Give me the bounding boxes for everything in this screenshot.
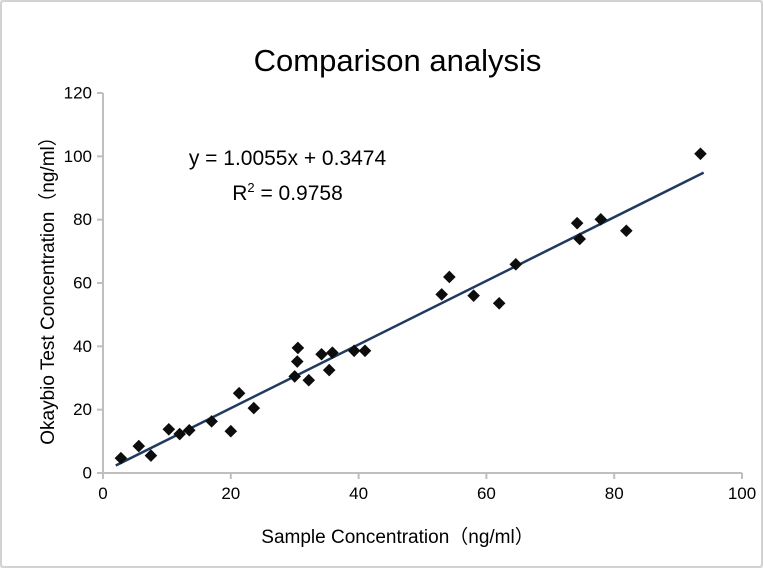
y-tick-label: 120 xyxy=(64,84,92,103)
data-point xyxy=(173,427,186,441)
data-point xyxy=(182,423,196,437)
data-point xyxy=(347,344,361,358)
data-point xyxy=(467,289,480,302)
data-point xyxy=(162,423,176,436)
data-point xyxy=(694,147,707,161)
x-axis-title: Sample Concentration（ng/ml） xyxy=(261,527,534,548)
data-point xyxy=(594,213,608,226)
data-point xyxy=(435,288,448,301)
y-tick-label: 20 xyxy=(73,400,92,419)
y-tick-label: 80 xyxy=(73,210,92,229)
trendline-annotation: y = 1.0055x + 0.3474 R2 = 0.9758 xyxy=(170,144,405,208)
data-point xyxy=(620,224,633,238)
data-point xyxy=(132,439,146,453)
data-point xyxy=(570,216,584,230)
y-tick-label: 60 xyxy=(73,274,92,293)
trendline-equation: y = 1.0055x + 0.3474 xyxy=(188,147,387,170)
y-tick-label: 0 xyxy=(83,464,92,483)
x-tick-label: 60 xyxy=(477,484,496,503)
y-axis-title: Okaybio Test Concentration（ng/ml） xyxy=(38,127,59,445)
data-point xyxy=(315,347,328,361)
data-point xyxy=(291,341,305,355)
data-point xyxy=(492,296,506,310)
x-tick-label: 80 xyxy=(605,484,624,503)
data-point xyxy=(288,370,301,383)
data-point xyxy=(573,232,586,246)
data-point xyxy=(302,373,316,387)
data-point xyxy=(144,449,158,462)
x-tick-label: 40 xyxy=(349,484,368,503)
r-squared-label: R2 = 0.9758 xyxy=(232,180,343,205)
data-point xyxy=(247,401,261,415)
data-point xyxy=(290,355,304,368)
data-point xyxy=(326,346,339,359)
data-point xyxy=(322,363,336,377)
y-tick-label: 40 xyxy=(73,337,92,356)
y-tick-label: 100 xyxy=(64,147,92,166)
x-tick-label: 100 xyxy=(728,484,756,503)
trendline xyxy=(115,171,705,467)
x-tick-label: 0 xyxy=(98,484,107,503)
chart-title: Comparison analysis xyxy=(253,43,542,78)
data-point xyxy=(205,415,218,428)
x-tick-label: 20 xyxy=(221,484,240,503)
data-point xyxy=(509,258,523,271)
data-point xyxy=(232,386,246,400)
data-point xyxy=(443,270,456,284)
data-point xyxy=(224,424,238,438)
data-point xyxy=(114,451,128,465)
data-point xyxy=(358,344,372,358)
